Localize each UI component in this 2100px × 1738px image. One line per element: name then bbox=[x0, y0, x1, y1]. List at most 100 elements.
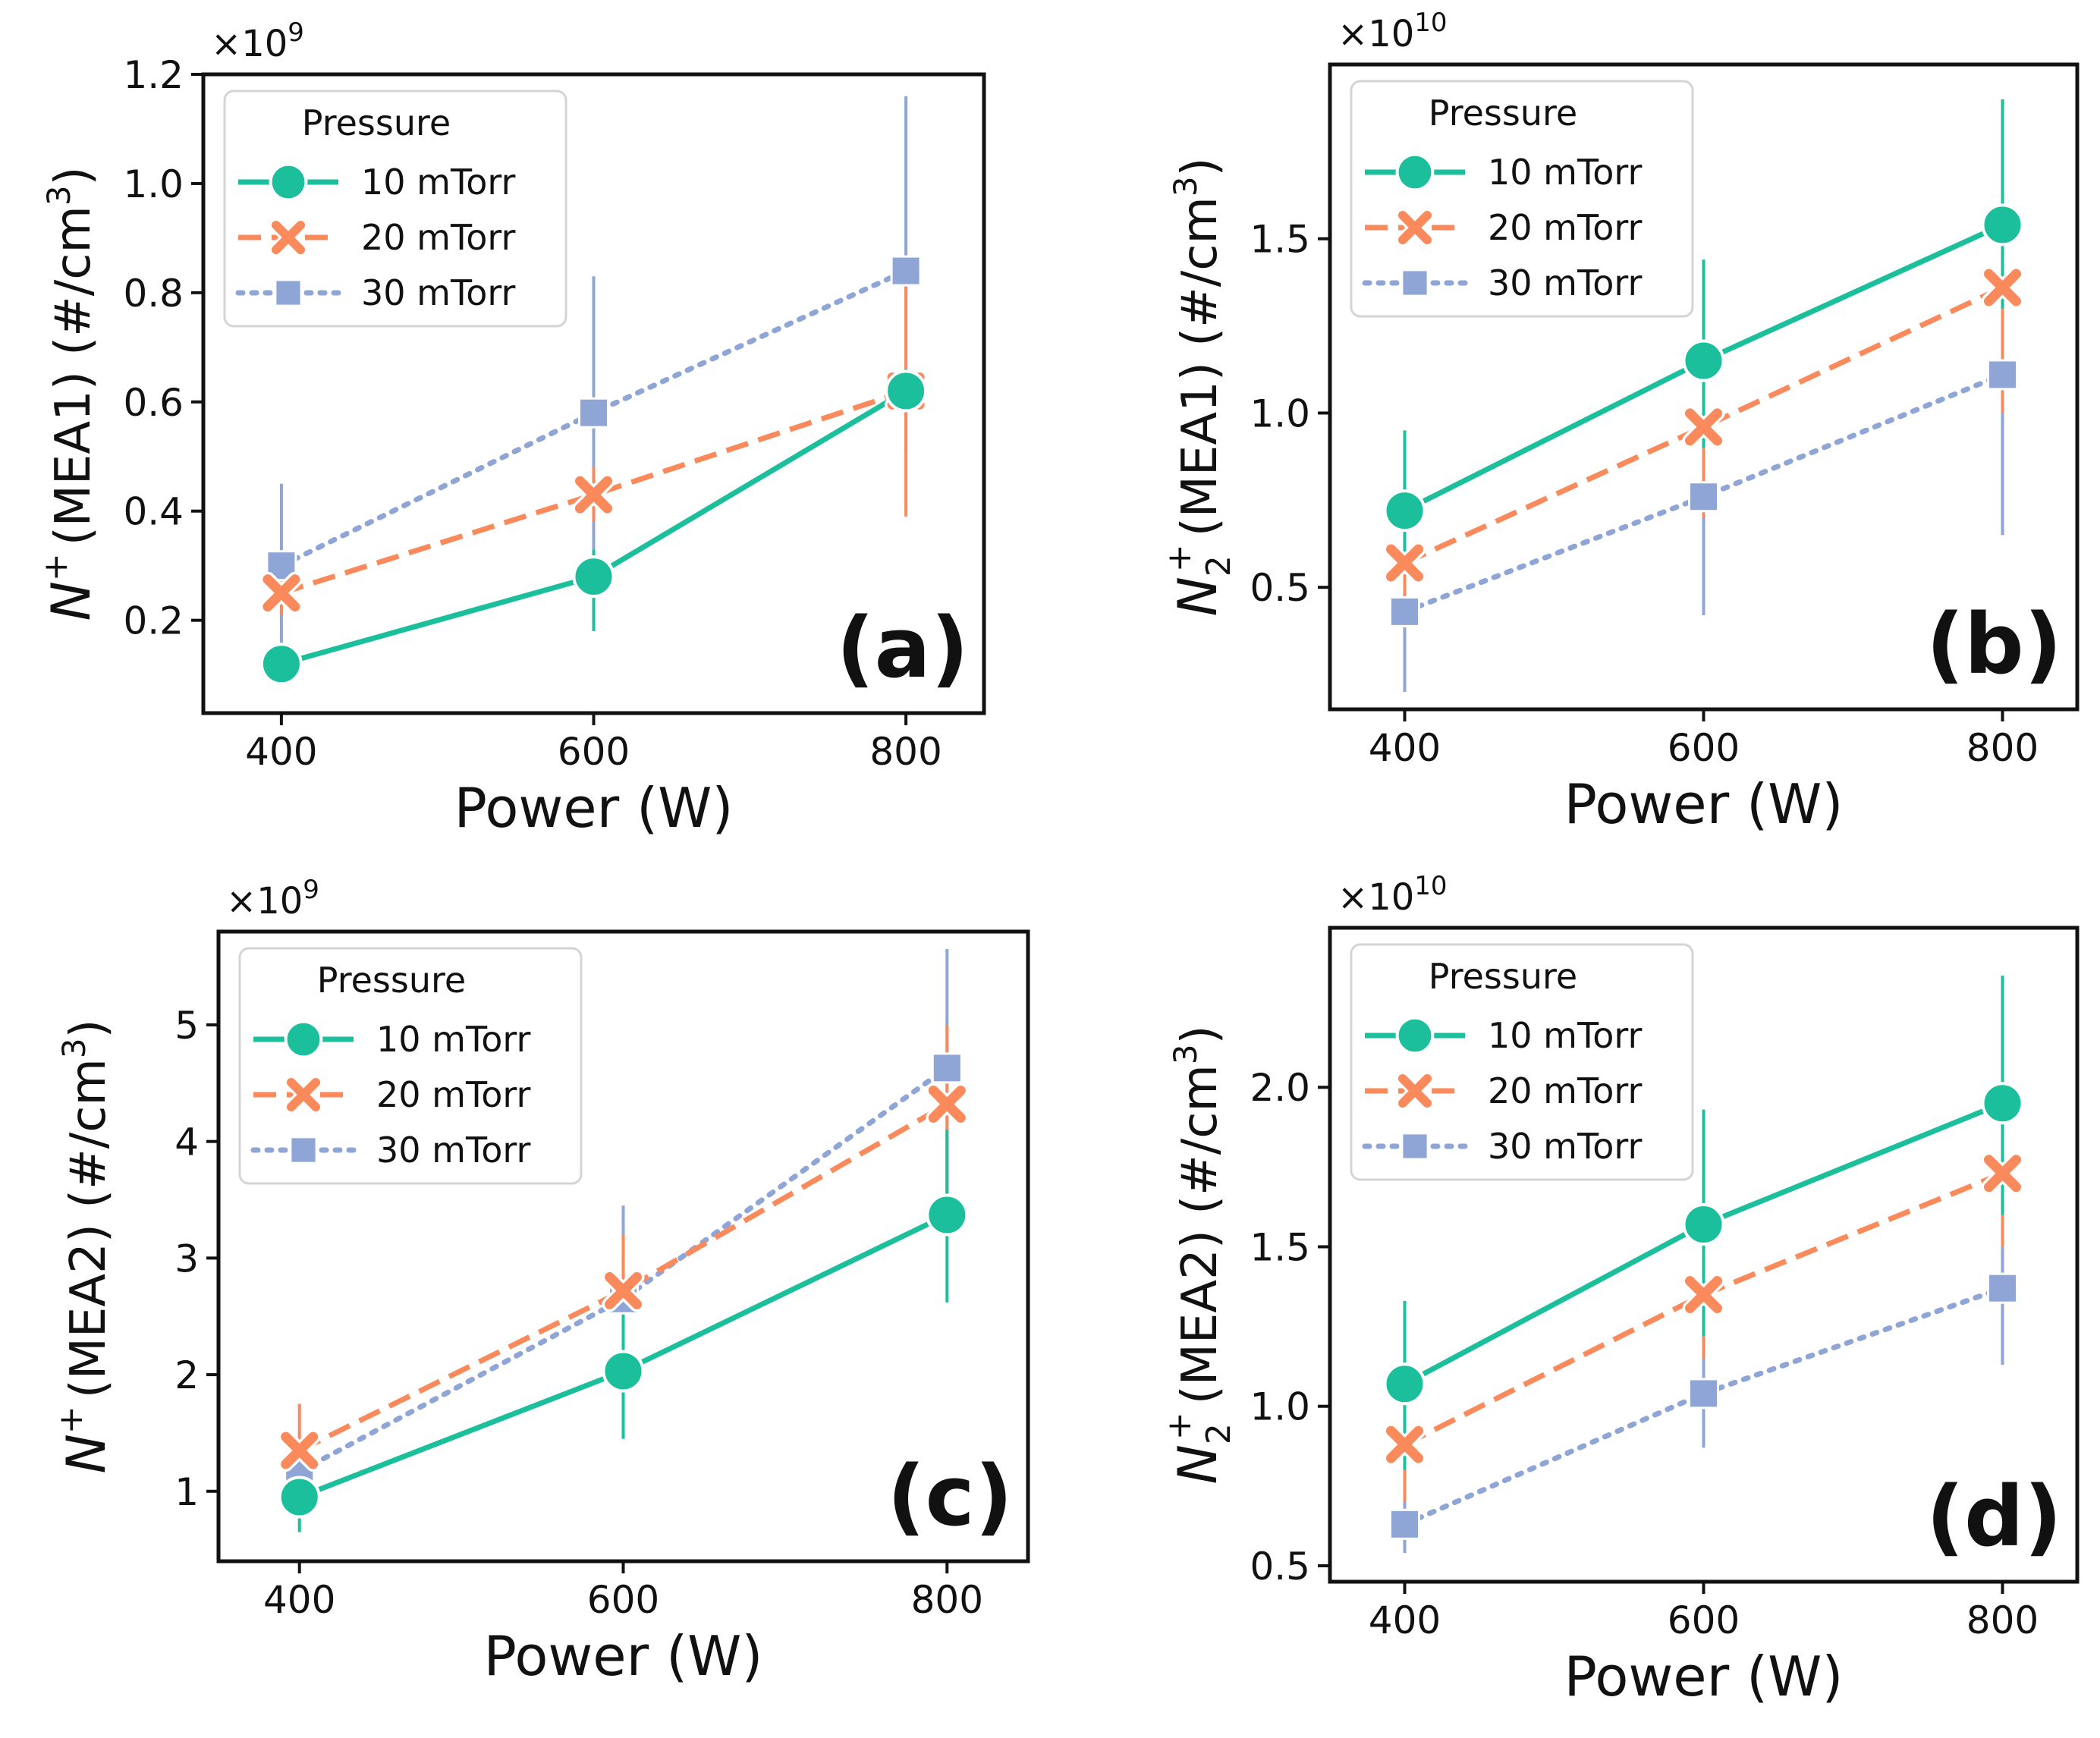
legend-item: 20 mTorr bbox=[253, 1074, 530, 1115]
x-marker-stroke bbox=[1984, 1155, 2021, 1193]
panel-c: 1 2 3 4 5 400 600 800 Power (W) ×109 N+ (MEA2) (#/c… bbox=[52, 875, 1030, 1688]
markers-20-mtorr bbox=[1383, 1152, 2024, 1466]
x-tick-label: 600 bbox=[558, 730, 630, 774]
circle-marker bbox=[1383, 1362, 1426, 1406]
square-marker bbox=[1389, 596, 1420, 627]
y-tick-label: 5 bbox=[174, 1004, 199, 1048]
x-tick-label: 600 bbox=[587, 1578, 659, 1622]
x-marker bbox=[572, 473, 615, 517]
x-marker bbox=[284, 1075, 323, 1114]
square-marker bbox=[1987, 359, 2018, 391]
x-marker-stroke bbox=[281, 1432, 319, 1469]
markers-30-mtorr bbox=[1389, 359, 2018, 627]
legend-label: 10 mTorr bbox=[1488, 152, 1642, 193]
ylabel-symbol: N bbox=[1167, 577, 1229, 616]
x-marker-stroke bbox=[1685, 408, 1722, 446]
legend-item: 30 mTorr bbox=[235, 272, 515, 313]
circle-marker bbox=[278, 1476, 321, 1519]
multiplier-exponent: 10 bbox=[1414, 8, 1447, 38]
legend-item: 30 mTorr bbox=[1362, 262, 1642, 303]
panel-a: 0.2 0.4 0.6 0.8 1.0 1.2 400 600 800 Power (W) ×109… bbox=[36, 17, 986, 840]
legend-item: 30 mTorr bbox=[1362, 1126, 1642, 1167]
legend-item: 10 mTorr bbox=[238, 162, 515, 203]
ylabel-subscript: 2 bbox=[1199, 1423, 1238, 1444]
ylabel-close: ) bbox=[46, 166, 102, 185]
circle-marker bbox=[1395, 1016, 1435, 1055]
y-tick-label: 1.5 bbox=[1250, 218, 1310, 262]
panel-label: (a) bbox=[836, 599, 969, 696]
legend-label: 10 mTorr bbox=[361, 162, 515, 203]
legend-box bbox=[1350, 943, 1694, 1181]
ylabel-unit-superscript: 3 bbox=[1167, 176, 1204, 196]
square-marker bbox=[274, 278, 303, 307]
ylabel-text: (MEA2) (#/cm bbox=[1172, 1064, 1228, 1404]
circle-marker bbox=[1682, 339, 1725, 382]
x-marker bbox=[278, 1428, 321, 1472]
legend-title: Pressure bbox=[1429, 956, 1577, 997]
legend-item: 20 mTorr bbox=[1365, 1070, 1642, 1111]
x-marker bbox=[602, 1269, 645, 1312]
x-marker-stroke bbox=[1386, 1425, 1423, 1463]
multiplier-exponent: 10 bbox=[1414, 871, 1447, 901]
multiplier-base: ×10 bbox=[211, 23, 288, 65]
x-marker-stroke bbox=[605, 1271, 642, 1309]
circle-marker bbox=[284, 1020, 323, 1059]
circle-marker bbox=[926, 1193, 969, 1237]
square-marker bbox=[890, 255, 922, 287]
x-axis-label: Power (W) bbox=[1564, 1645, 1844, 1708]
x-axis-label: Power (W) bbox=[484, 1624, 763, 1688]
markers-30-mtorr bbox=[1389, 1272, 2018, 1540]
legend: Pressure 10 mTorr 20 mTorr 30 mTorr bbox=[1350, 80, 1694, 318]
y-tick-label: 0.6 bbox=[123, 381, 184, 425]
y-tick-label: 1 bbox=[174, 1470, 199, 1514]
legend-label: 10 mTorr bbox=[1488, 1015, 1642, 1056]
legend-item: 10 mTorr bbox=[253, 1019, 530, 1060]
y-axis-multiplier: ×1010 bbox=[1338, 8, 1448, 55]
x-marker bbox=[269, 218, 308, 257]
x-marker bbox=[1395, 208, 1435, 247]
legend-title: Pressure bbox=[1429, 93, 1577, 134]
ylabel-subscript: 2 bbox=[1199, 555, 1238, 577]
panel-d: 0.5 1.0 1.5 2.0 400 600 800 Power (W) ×1010 N2+ (M… bbox=[1160, 871, 2080, 1708]
panel-label: (c) bbox=[887, 1447, 1013, 1545]
legend-box bbox=[238, 947, 583, 1185]
x-marker-stroke bbox=[1397, 210, 1432, 245]
circle-marker bbox=[259, 643, 303, 686]
series-line bbox=[298, 1102, 949, 1454]
x-marker-stroke bbox=[1685, 1276, 1722, 1314]
ylabel-superscript: + bbox=[52, 1406, 90, 1434]
y-axis-label: N2+ (MEA1) (#/cm3) bbox=[1160, 157, 1238, 616]
ylabel-symbol: N bbox=[55, 1434, 118, 1473]
legend-label: 30 mTorr bbox=[1488, 262, 1642, 303]
circle-marker bbox=[885, 369, 928, 413]
legend-item: 10 mTorr bbox=[1365, 1015, 1642, 1056]
markers-10-mtorr bbox=[278, 1193, 969, 1519]
ylabel-symbol: N bbox=[1167, 1444, 1229, 1484]
x-marker bbox=[1383, 1423, 1426, 1466]
x-tick-label: 400 bbox=[1369, 1598, 1441, 1642]
legend-box bbox=[223, 90, 567, 328]
x-tick-label: 400 bbox=[1369, 726, 1441, 770]
y-axis-multiplier: ×1010 bbox=[1338, 871, 1448, 919]
ylabel-unit-superscript: 3 bbox=[1167, 1044, 1204, 1064]
square-marker bbox=[1389, 1508, 1420, 1540]
circle-marker bbox=[1682, 1203, 1725, 1246]
circle-marker bbox=[1383, 489, 1426, 533]
ylabel-unit-superscript: 3 bbox=[40, 185, 77, 206]
legend-label: 20 mTorr bbox=[376, 1074, 530, 1115]
legend-title: Pressure bbox=[302, 102, 451, 143]
y-tick-label: 0.8 bbox=[123, 272, 184, 316]
x-tick-label: 600 bbox=[1668, 1598, 1740, 1642]
legend-item: 10 mTorr bbox=[1365, 152, 1642, 193]
y-tick-label: 1.5 bbox=[1250, 1225, 1310, 1269]
ylabel-close: ) bbox=[1172, 157, 1228, 176]
circle-marker bbox=[1395, 152, 1435, 192]
multiplier-base: ×10 bbox=[1338, 876, 1414, 919]
x-marker-stroke bbox=[1397, 1073, 1432, 1108]
circle-marker bbox=[1981, 1082, 2024, 1125]
series-line bbox=[1404, 284, 2004, 566]
legend-item: 20 mTorr bbox=[1365, 207, 1642, 248]
legend-label: 30 mTorr bbox=[361, 272, 515, 313]
x-tick-label: 800 bbox=[869, 730, 942, 774]
x-axis-label: Power (W) bbox=[454, 776, 734, 840]
